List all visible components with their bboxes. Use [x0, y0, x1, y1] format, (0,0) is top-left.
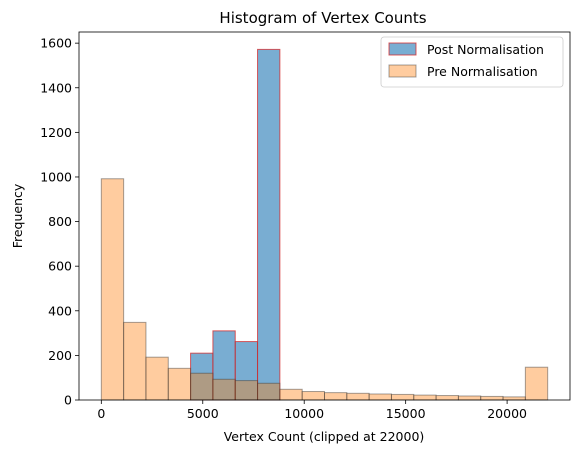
y-tick-label-5: 1000 [40, 169, 72, 184]
y-tick-label-3: 600 [48, 259, 72, 274]
y-tick-label-0: 0 [64, 393, 72, 408]
bar-pre-10 [324, 392, 348, 401]
bar-pre-11 [346, 392, 370, 401]
y-tick-label-2: 400 [48, 303, 72, 318]
y-axis-ticks: 0 200 400 600 800 1000 1200 1400 1600 [40, 36, 79, 408]
legend-swatch-post [388, 42, 417, 56]
bar-pre-17 [480, 395, 504, 401]
bar-pre-18 [502, 396, 526, 401]
bar-pre-16 [457, 395, 482, 401]
y-tick-label-1: 200 [48, 348, 72, 363]
x-tick-label-0: 0 [97, 406, 105, 421]
bar-pre-14 [413, 394, 437, 401]
x-tick-label-3: 15000 [386, 406, 426, 421]
y-tick-label-6: 1200 [40, 125, 72, 140]
legend-label-pre: Pre Normalisation [427, 64, 538, 79]
bar-pre-3 [167, 367, 192, 401]
bar-pre-19 [524, 366, 549, 401]
plot-frame [78, 31, 571, 401]
pre-normalisation-bars [100, 178, 549, 401]
bar-pre-4 [190, 372, 214, 401]
bar-pre-13 [390, 393, 415, 401]
bar-pre-9 [301, 391, 326, 401]
bar-pre-0 [100, 178, 125, 401]
y-tick-label-7: 1400 [40, 80, 72, 95]
bar-pre-8 [279, 388, 303, 401]
bar-pre-2 [145, 356, 169, 401]
y-tick-label-4: 800 [48, 214, 72, 229]
legend: Post Normalisation Pre Normalisation [380, 36, 564, 88]
x-axis-ticks: 0 5000 10000 15000 20000 [97, 400, 527, 421]
bar-pre-6 [234, 380, 259, 401]
x-tick-label-1: 5000 [187, 406, 219, 421]
legend-label-post: Post Normalisation [427, 42, 544, 57]
bar-pre-15 [435, 395, 459, 401]
bar-pre-12 [368, 393, 392, 401]
legend-frame [380, 36, 564, 88]
x-axis-label: Vertex Count (clipped at 22000) [224, 429, 425, 444]
y-tick-label-8: 1600 [40, 36, 72, 51]
post-normalisation-bars [190, 48, 281, 401]
x-tick-label-2: 10000 [284, 406, 324, 421]
y-axis-label: Frequency [10, 183, 25, 248]
legend-swatch-pre [388, 64, 417, 78]
bar-pre-7 [257, 382, 281, 401]
bar-post-3 [257, 48, 281, 401]
x-tick-label-4: 20000 [487, 406, 527, 421]
bar-pre-5 [212, 378, 236, 401]
bar-pre-1 [123, 321, 147, 401]
chart-title: Histogram of Vertex Counts [219, 9, 426, 27]
